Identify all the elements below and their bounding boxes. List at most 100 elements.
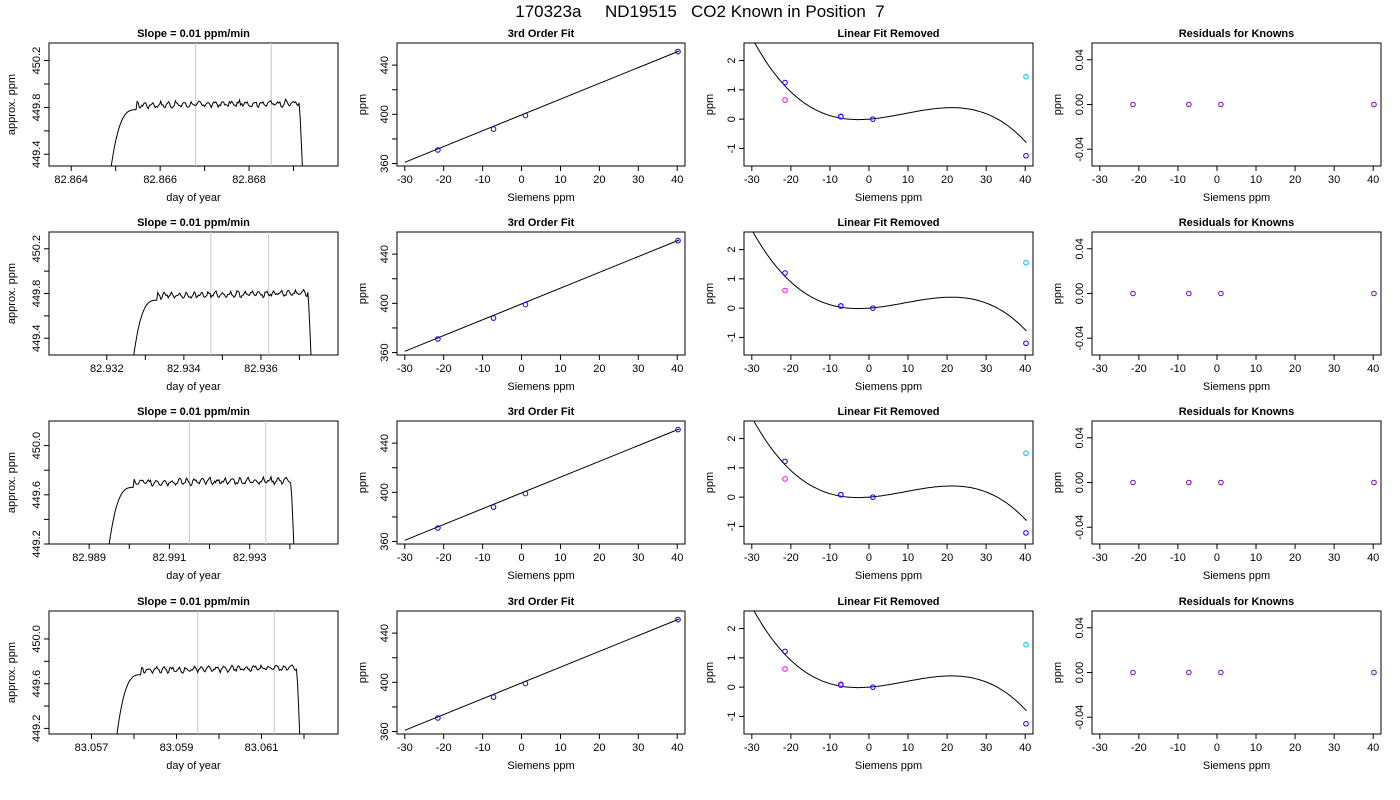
y-tick-label: 2 bbox=[726, 626, 738, 632]
data-point-cyan bbox=[1023, 259, 1029, 266]
y-tick-label: -0.04 bbox=[1074, 515, 1086, 540]
x-tick-label: 40 bbox=[1367, 174, 1379, 186]
plot-title: 3rd Order Fit bbox=[508, 217, 575, 229]
plot-frame bbox=[396, 610, 686, 735]
y-tick-label: 0.04 bbox=[1074, 49, 1086, 70]
residual-point bbox=[1186, 479, 1192, 486]
x-tick-label: -10 bbox=[1170, 742, 1186, 754]
y-tick-label: 449.2 bbox=[31, 715, 43, 743]
panel-4-4: Residuals for Knowns -30 -20 -10 0 10 20 30 40 Si… bbox=[1052, 596, 1382, 772]
data-point bbox=[522, 301, 529, 308]
x-axis-label: day of year bbox=[166, 760, 221, 772]
x-tick-label: 40 bbox=[671, 174, 683, 186]
data-point bbox=[522, 680, 529, 687]
x-tick-label: 10 bbox=[902, 742, 914, 754]
x-tick-label: -10 bbox=[822, 742, 838, 754]
x-tick-label: 30 bbox=[1328, 174, 1340, 186]
y-tick-label: 449.4 bbox=[31, 141, 43, 169]
fit-line bbox=[404, 50, 680, 163]
timeseries-line bbox=[108, 474, 295, 544]
x-tick-label: -30 bbox=[397, 552, 413, 564]
x-axis-label: Siemens ppm bbox=[507, 381, 574, 393]
timeseries-line bbox=[110, 98, 303, 166]
x-tick-label: 82.866 bbox=[143, 174, 177, 186]
y-tick-label: 1 bbox=[726, 465, 738, 471]
y-tick-label: 2 bbox=[726, 58, 738, 64]
data-point-blue bbox=[870, 116, 876, 122]
x-tick-label: -20 bbox=[783, 552, 799, 564]
plot-title: Slope = 0.01 ppm/min bbox=[137, 596, 250, 608]
panel-1-4: Residuals for Knowns -30 -20 -10 0 10 20 30 40 Si… bbox=[1052, 28, 1382, 204]
y-tick-label: 449.2 bbox=[31, 530, 43, 558]
x-tick-label: 0 bbox=[518, 552, 524, 564]
residual-point bbox=[1371, 479, 1377, 486]
x-tick-label: 0 bbox=[1214, 363, 1220, 375]
data-point-cyan bbox=[1023, 450, 1029, 457]
x-tick-label: 40 bbox=[671, 552, 683, 564]
y-axis-label: ppm bbox=[704, 283, 716, 304]
x-tick-label: -20 bbox=[436, 174, 452, 186]
x-tick-label: 20 bbox=[1289, 742, 1301, 754]
x-tick-label: -20 bbox=[783, 174, 799, 186]
plot-frame bbox=[396, 420, 686, 545]
y-axis-label: approx. ppm bbox=[6, 452, 18, 513]
x-tick-label: 82.991 bbox=[153, 552, 187, 564]
panel-2-3: Linear Fit Removed-30 -20 -10 0 10 20 30 40Siem… bbox=[704, 217, 1034, 393]
x-tick-label: 30 bbox=[1328, 363, 1340, 375]
panel-1-2: 3rd Order Fit -30 -20 -10 0 10 20 30 40 Siemens p… bbox=[357, 28, 686, 204]
x-tick-label: -30 bbox=[1092, 742, 1108, 754]
x-tick-label: -30 bbox=[397, 363, 413, 375]
data-point bbox=[675, 426, 681, 433]
x-tick-label: 20 bbox=[593, 174, 605, 186]
y-tick-label: 0 bbox=[726, 494, 738, 500]
fit-line bbox=[404, 239, 680, 352]
plot-frame bbox=[743, 420, 1034, 545]
x-tick-label: 0 bbox=[866, 363, 872, 375]
y-axis-label: ppm bbox=[1052, 662, 1064, 683]
x-tick-label: -20 bbox=[436, 742, 452, 754]
y-axis-label: approx. ppm bbox=[6, 74, 18, 135]
y-tick-label: 0.04 bbox=[1074, 238, 1086, 259]
plot-frame bbox=[396, 42, 686, 167]
plot-title: Linear Fit Removed bbox=[837, 406, 939, 418]
y-tick-label: -1 bbox=[726, 522, 738, 532]
data-point bbox=[490, 694, 497, 700]
data-point-blue bbox=[838, 114, 844, 120]
plot-frame bbox=[396, 231, 686, 356]
x-tick-label: 30 bbox=[980, 552, 992, 564]
residual-point bbox=[1371, 101, 1377, 108]
panel-1-3: Linear Fit Removed-30 -20 -10 0 10 20 30 40Siem… bbox=[704, 28, 1034, 204]
cubic-curve bbox=[753, 611, 1027, 712]
fit-line bbox=[404, 618, 680, 731]
x-axis-label: Siemens ppm bbox=[855, 192, 922, 204]
x-tick-label: -20 bbox=[1131, 742, 1147, 754]
x-tick-label: 20 bbox=[941, 552, 953, 564]
data-point-magenta bbox=[782, 666, 788, 672]
plot-title: Linear Fit Removed bbox=[837, 28, 939, 40]
x-tick-label: -10 bbox=[475, 174, 491, 186]
x-tick-label: -30 bbox=[397, 742, 413, 754]
y-tick-label: 450.2 bbox=[31, 47, 43, 75]
x-tick-label: 20 bbox=[1289, 552, 1301, 564]
x-tick-label: -10 bbox=[1170, 363, 1186, 375]
y-tick-label: 1 bbox=[726, 655, 738, 661]
plot-frame bbox=[48, 42, 339, 167]
data-point-magenta bbox=[782, 476, 788, 482]
x-tick-label: 10 bbox=[1250, 363, 1262, 375]
residual-point bbox=[1186, 669, 1192, 676]
y-axis-label: ppm bbox=[1052, 283, 1064, 304]
x-tick-label: 40 bbox=[1367, 742, 1379, 754]
x-tick-label: 0 bbox=[866, 742, 872, 754]
residual-point bbox=[1218, 290, 1224, 297]
x-tick-label: 82.993 bbox=[233, 552, 267, 564]
y-axis-label: ppm bbox=[357, 662, 369, 683]
y-axis-label: ppm bbox=[704, 94, 716, 115]
x-tick-label: 30 bbox=[980, 174, 992, 186]
x-tick-label: -30 bbox=[397, 174, 413, 186]
x-tick-label: 0 bbox=[518, 174, 524, 186]
x-tick-label: 83.057 bbox=[75, 742, 109, 754]
x-tick-label: 10 bbox=[554, 363, 566, 375]
y-axis-label: ppm bbox=[357, 472, 369, 493]
data-point-blue bbox=[782, 79, 788, 86]
x-tick-label: -10 bbox=[475, 552, 491, 564]
